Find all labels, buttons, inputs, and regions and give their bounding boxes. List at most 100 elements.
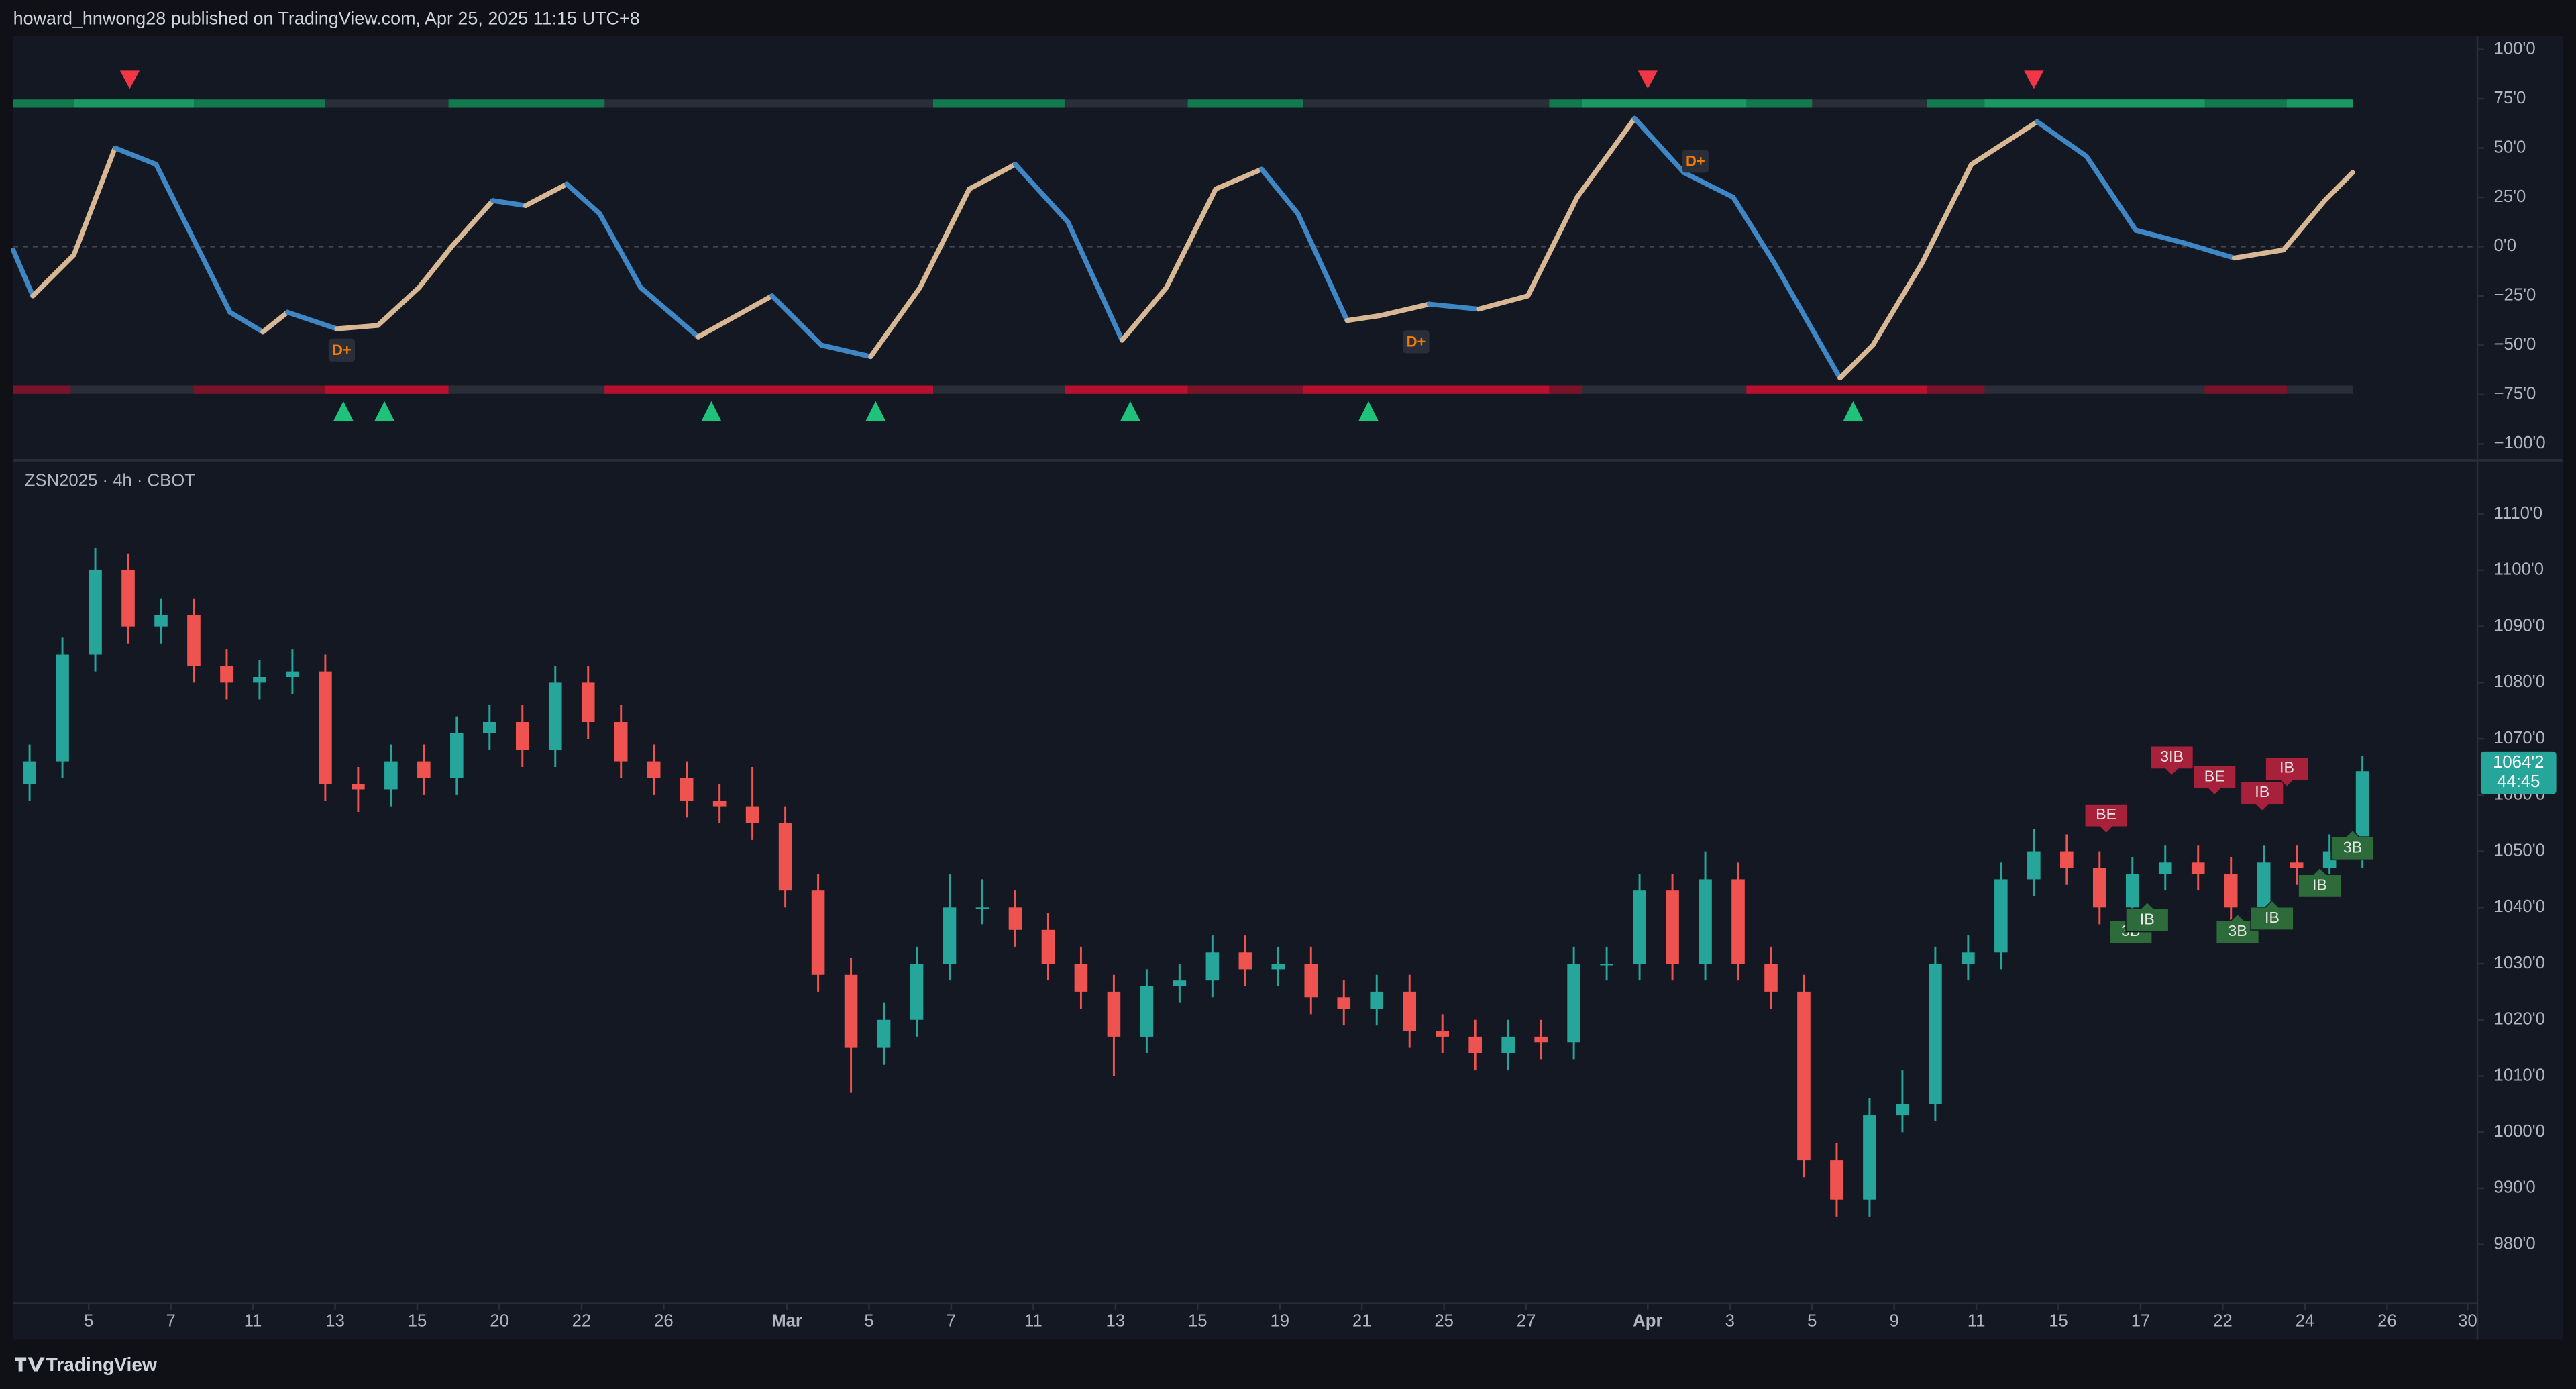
last-price-label: 1064'2 [2493,753,2544,772]
candle [1501,1019,1515,1071]
candle-body [1929,964,1942,1104]
oscillator-segment [1377,301,1432,318]
candle [1600,946,1613,981]
buy-signal [1120,401,1140,421]
candle [1633,874,1646,981]
candle-body [844,974,858,1048]
candle [352,766,365,812]
candle [1370,974,1384,1026]
oscillator-segment [1295,211,1350,323]
candle [187,598,201,683]
divergence-label: D+ [332,342,352,358]
candle [1929,946,1942,1121]
candle [2191,845,2205,891]
candle-body [1337,997,1351,1009]
candle [450,716,464,795]
candle-body [23,761,36,784]
bearish-tag-label: IB [2279,759,2294,776]
candle [1534,1019,1548,1060]
oscillator-segment [769,293,824,348]
candle [647,744,661,795]
candle-body [56,654,69,762]
candle-body [352,784,365,790]
candle-body [286,671,299,677]
candle-body [910,964,924,1020]
candle [2158,845,2172,891]
oscillator-segment [1476,293,1531,312]
candle-body [745,806,759,823]
oscillator-segment [1969,119,2040,167]
candle-body [581,682,595,722]
candle-body [2355,771,2369,852]
bullish-tag [2330,829,2375,861]
oscillator-segment [1919,162,1974,266]
oscillator-segment [1632,115,1686,175]
candle-body [1140,986,1154,1037]
candle-body [1403,991,1417,1031]
candle-body [680,778,694,801]
oscillator-segment [1870,260,1925,348]
bearish-tag [2084,803,2129,835]
candle [614,705,628,778]
bullish-tag [2125,901,2169,933]
oscillator-segment [375,285,422,328]
candle [220,649,233,700]
candle [1205,935,1220,998]
oscillator-segment [1837,342,1876,381]
candle-body [2290,862,2304,868]
oscillator-segment [2281,198,2327,253]
oscillator-segment [1164,186,1218,291]
oscillator-segment [597,211,643,291]
candle [1041,913,1055,981]
candle [811,874,825,992]
candle-body [1041,929,1055,964]
oscillator-segment [638,285,701,340]
sell-signal [2024,70,2044,89]
candle [1666,874,1679,981]
candle-body [2060,851,2074,868]
x-tick-label: 7 [166,1311,176,1330]
candle-body [1863,1115,1876,1200]
oscillator-segment [1574,115,1638,200]
symbol-info: ZSN2025 · 4h · CBOT [25,472,196,491]
x-tick-label: 24 [2296,1311,2315,1330]
candle [581,666,595,739]
candle [1863,1098,1876,1217]
x-tick-label: 5 [864,1311,873,1330]
bullish-tag-label: IB [2265,909,2279,926]
y-tick-label: 1030'0 [2494,954,2545,972]
candle [1764,946,1778,1009]
bearish-tag [2265,756,2309,788]
oscillator-segment [2322,170,2355,203]
y-tick-label: 990'0 [2494,1178,2536,1197]
oscillator-segment [30,252,76,299]
oscillator-segment [2231,247,2286,261]
x-tick-label: 22 [572,1311,592,1330]
candle-body [1205,952,1220,981]
bearish-tag [2149,745,2194,776]
candle-body [121,570,135,627]
bullish-tag [2250,899,2294,931]
candle-body [1271,964,1285,970]
x-tick-label: 5 [84,1311,93,1330]
y-tick-label: −75'0 [2494,384,2536,403]
bearish-tag [2192,765,2237,796]
candle [154,598,168,644]
candle [1304,946,1318,1015]
candle [548,666,562,767]
sell-signal [1638,70,1658,89]
buy-signal [865,401,885,421]
bearish-tag-label: 3IB [2160,748,2184,765]
y-tick-label: 75'0 [2494,89,2526,107]
candle-body [187,615,201,666]
candle [2290,845,2304,885]
oscillator-segment [1426,301,1481,312]
candle-body [319,671,332,784]
x-tick-label: 27 [1517,1311,1536,1330]
oscillator-segment [1119,285,1169,343]
candle-body [220,666,233,683]
bearish-tag-label: BE [2204,767,2225,784]
candle-body [1238,952,1252,970]
x-tick-label: 21 [1352,1311,1372,1330]
